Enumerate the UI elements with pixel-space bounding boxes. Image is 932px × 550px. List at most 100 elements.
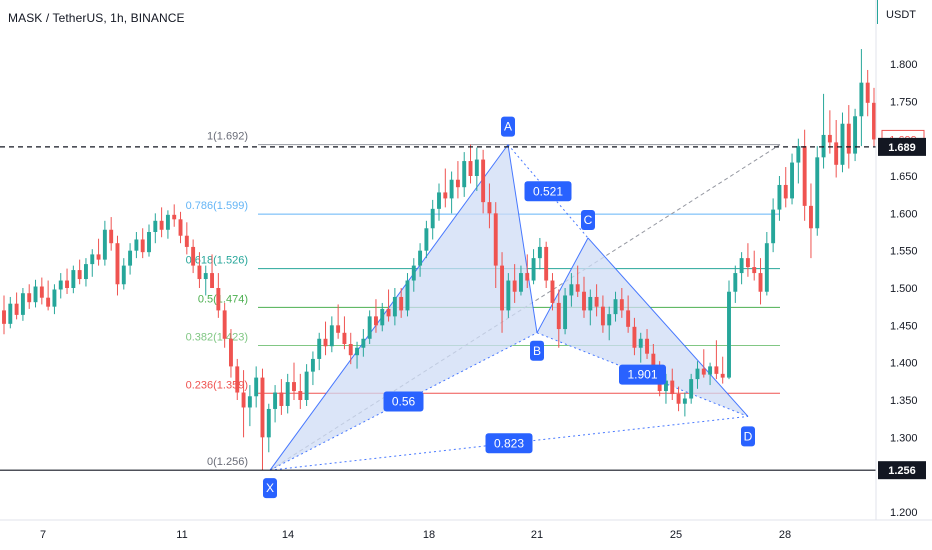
price-tick-label: 1.500	[890, 283, 918, 295]
candle-body	[304, 371, 309, 400]
time-tick-label: 14	[282, 529, 294, 541]
ratio-label-bg	[383, 391, 424, 412]
candle-body	[468, 161, 473, 176]
candle-body	[90, 254, 95, 265]
candle-body	[2, 310, 6, 324]
price-tag-bg	[878, 461, 926, 480]
candle-body	[39, 286, 44, 298]
candle-body	[65, 280, 69, 288]
candle-body	[374, 316, 378, 326]
candle-body	[203, 273, 208, 280]
candle-body	[720, 373, 725, 378]
fib-label: 0.618(1.526)	[186, 255, 248, 267]
candle-body	[109, 229, 114, 244]
price-tag-bg	[878, 137, 926, 156]
price-tag: 1.689	[888, 142, 916, 154]
candle-body	[165, 214, 170, 230]
candle-body	[569, 284, 574, 296]
candle-body	[128, 250, 133, 266]
leg-bc	[536, 237, 589, 334]
candle-body	[14, 303, 19, 315]
candle-body	[588, 296, 593, 311]
price-tag: 1.256	[888, 465, 916, 477]
candle-body	[783, 184, 788, 199]
candle-body	[172, 214, 177, 220]
candle-body	[714, 366, 719, 374]
candle-body	[607, 314, 612, 326]
candle-body	[519, 273, 523, 292]
candle-body	[600, 306, 605, 326]
price-tick-label: 1.550	[890, 246, 918, 258]
point-label-bg	[501, 116, 515, 137]
time-tick-label: 11	[176, 529, 187, 541]
candle-body	[342, 332, 347, 344]
currency-marker	[877, 0, 878, 24]
candle-body	[348, 344, 353, 356]
candle-body	[695, 368, 700, 380]
candle-body	[317, 338, 322, 359]
point-label: A	[504, 120, 512, 134]
candle-body	[550, 280, 555, 303]
candle-body	[853, 116, 858, 154]
price-axis[interactable]: 1.2001.2501.3001.3501.4001.4501.5001.550…	[875, 0, 932, 520]
candle-body	[613, 299, 618, 315]
price-tick-label: 1.600	[890, 208, 918, 220]
candle-body	[676, 394, 681, 404]
candle-body	[790, 162, 794, 199]
candle-body	[197, 265, 202, 280]
candle-body	[33, 286, 38, 303]
point-label: C	[584, 213, 593, 227]
symbol-title: MASK / TetherUS, 1h, BINANCE	[8, 11, 185, 25]
candle-body	[147, 232, 151, 253]
candle-body	[115, 243, 120, 285]
point-label-bg	[741, 426, 755, 447]
candle-body	[210, 273, 214, 288]
time-axis[interactable]: 7 11 14 18 21 25 28	[0, 519, 932, 541]
candle-body	[96, 254, 101, 260]
candle-body	[626, 310, 631, 327]
candle-body	[191, 246, 196, 266]
candle-body	[266, 408, 271, 438]
candle-body	[20, 293, 25, 315]
fib-label: 1(1.692)	[207, 131, 248, 143]
candle-body	[474, 159, 479, 176]
point-label-bg	[530, 340, 544, 361]
ratio-label: 0.56	[392, 394, 416, 408]
candle-body	[682, 398, 687, 404]
candle-body	[708, 366, 713, 375]
pattern-layer	[269, 144, 749, 471]
candle-body	[8, 303, 13, 324]
currency-label[interactable]: USDT	[886, 9, 916, 21]
candle-body	[336, 325, 341, 333]
candle-body	[84, 264, 88, 280]
candle-body	[764, 243, 769, 292]
candle-body	[380, 308, 385, 326]
candle-body	[449, 179, 454, 199]
candle-body	[462, 161, 467, 188]
candle-body	[424, 228, 429, 251]
candle-body	[399, 296, 404, 311]
fib-label: 0.382(1.423)	[186, 331, 248, 343]
candle-body	[153, 220, 158, 232]
candle-body	[525, 273, 530, 281]
candle-body	[664, 380, 668, 392]
candle-body	[222, 310, 227, 339]
hlines-layer	[0, 146, 876, 471]
candle-body	[531, 258, 536, 281]
pattern-labels-layer: X A B C D 0.56 0.521 1.901 0.823	[263, 116, 755, 499]
candle-body	[235, 366, 240, 393]
ratio-label: 0.521	[533, 184, 563, 198]
candle-body	[827, 134, 832, 143]
candle-body	[279, 392, 284, 406]
candle-body	[758, 273, 763, 292]
candle-body	[821, 134, 826, 158]
candle-body	[355, 347, 359, 356]
price-tick-label: 1.750	[890, 96, 918, 108]
candle-body	[121, 265, 126, 285]
fib-label: 0.786(1.599)	[186, 200, 248, 212]
candle-body	[241, 392, 246, 408]
candle-body	[689, 379, 694, 399]
price-tick-label: 1.200	[890, 507, 918, 519]
candle-body	[418, 250, 423, 266]
